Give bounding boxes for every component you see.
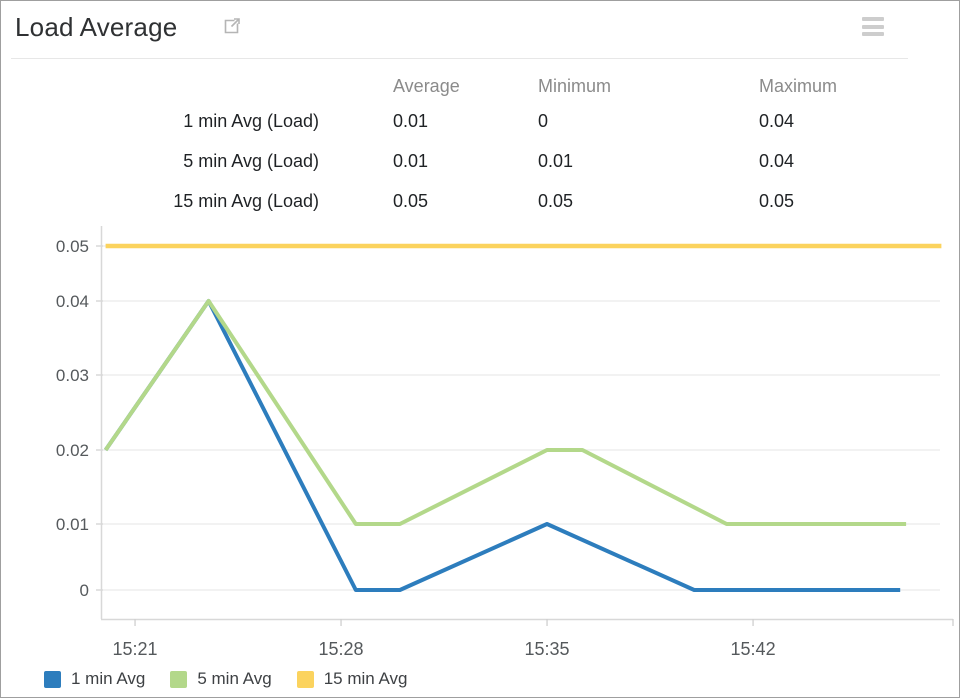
row-label: 15 min Avg (Load) [173,190,319,211]
y-axis-label: 0.01 [56,515,89,534]
series-line-1-min-avg[interactable] [103,299,901,592]
column-header-minimum: Minimum [538,75,612,96]
series-line-5-min-avg[interactable] [103,299,907,526]
column-header-average: Average [393,75,460,96]
widget-menu-icon[interactable] [862,17,884,36]
x-axis-label: 15:35 [525,639,570,659]
cell-average: 0.01 [393,110,429,131]
y-axis-label: 0.02 [56,441,89,460]
legend-swatch-blue [44,670,61,688]
row-label: 1 min Avg (Load) [183,110,319,131]
cell-maximum: 0.04 [759,150,795,171]
legend-item-15-min-avg[interactable]: 15 min Avg [296,669,408,689]
chart-legend: 1 min Avg 5 min Avg 15 min Avg [44,669,432,689]
header-divider [11,58,908,59]
summary-table-header-row: Average Minimum Maximum [1,71,959,101]
menu-bar [862,32,884,36]
x-axis-label: 15:21 [113,639,158,659]
legend-swatch-yellow [296,670,314,688]
table-row: 5 min Avg (Load) 0.01 0.01 0.04 [1,141,959,181]
menu-bar [862,17,884,21]
cell-minimum: 0.01 [538,150,574,171]
page-title: Load Average [15,12,178,42]
table-row: 15 min Avg (Load) 0.05 0.05 0.05 [1,181,959,221]
table-row: 1 min Avg (Load) 0.01 0 0.04 [1,101,959,141]
legend-label: 1 min Avg [71,669,146,688]
y-axis-label: 0.05 [56,237,89,256]
summary-table: Average Minimum Maximum 1 min Avg (Load)… [1,71,959,221]
open-in-new-window-icon[interactable] [222,16,242,36]
legend-label: 5 min Avg [197,669,272,688]
cell-maximum: 0.05 [759,190,795,211]
column-header-maximum: Maximum [759,75,838,96]
legend-item-5-min-avg[interactable]: 5 min Avg [170,669,272,689]
cell-average: 0.05 [393,190,429,211]
y-axis-label: 0.04 [56,292,89,311]
cell-minimum: 0.05 [538,190,574,211]
x-axis-label: 15:42 [731,639,776,659]
y-axis-label: 0.03 [56,366,89,385]
widget-header: Load Average [1,1,959,59]
legend-item-1-min-avg[interactable]: 1 min Avg [44,669,145,689]
legend-swatch-green [170,670,188,688]
cell-maximum: 0.04 [759,110,795,131]
row-label: 5 min Avg (Load) [183,150,319,171]
legend-label: 15 min Avg [323,669,408,688]
menu-bar [862,24,884,29]
x-axis-label: 15:28 [319,639,364,659]
cell-average: 0.01 [393,150,429,171]
cell-minimum: 0 [538,110,549,131]
y-axis-label: 0 [80,581,89,600]
